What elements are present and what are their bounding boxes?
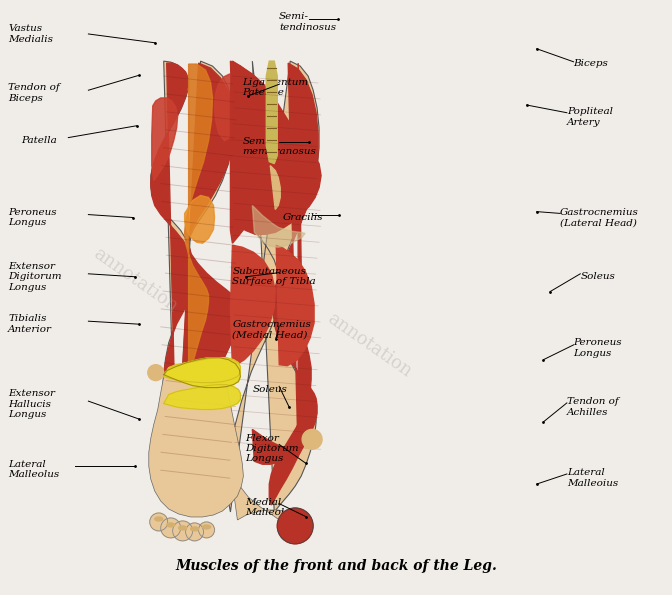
Text: Tendon of
Achilles: Tendon of Achilles: [567, 397, 619, 416]
Text: Semi-
membranosus: Semi- membranosus: [243, 137, 317, 156]
Text: Peroneus
Longus: Peroneus Longus: [574, 338, 622, 358]
Text: Patella: Patella: [22, 136, 57, 145]
Circle shape: [161, 518, 181, 538]
Circle shape: [173, 521, 193, 541]
Text: Gastrocnemius
(Medial Head): Gastrocnemius (Medial Head): [233, 320, 311, 340]
Polygon shape: [230, 61, 321, 234]
Polygon shape: [185, 64, 212, 390]
Polygon shape: [253, 430, 290, 464]
Circle shape: [148, 365, 164, 381]
Text: Biceps: Biceps: [574, 59, 608, 68]
Polygon shape: [269, 63, 318, 505]
Text: Gracilis: Gracilis: [282, 213, 323, 222]
Ellipse shape: [179, 526, 187, 530]
Text: Gastrocnemius
(Lateral Head): Gastrocnemius (Lateral Head): [560, 208, 639, 227]
Text: Tendon of
Biceps: Tendon of Biceps: [8, 83, 60, 103]
Text: Vastus
Medialis: Vastus Medialis: [8, 24, 53, 43]
Polygon shape: [276, 245, 314, 366]
Polygon shape: [214, 74, 239, 141]
Polygon shape: [151, 61, 241, 486]
Text: Ligamentum
Patellae: Ligamentum Patellae: [243, 77, 308, 97]
Text: Extensor
Digitorum
Longus: Extensor Digitorum Longus: [8, 262, 62, 292]
Circle shape: [278, 508, 313, 544]
Text: annotation: annotation: [89, 244, 181, 315]
Polygon shape: [164, 384, 241, 409]
Polygon shape: [164, 358, 241, 387]
Polygon shape: [230, 245, 276, 367]
Text: annotation: annotation: [324, 309, 415, 381]
Text: Flexor
Digitorum
Longus: Flexor Digitorum Longus: [246, 434, 299, 464]
Text: Lateral
Malleoius: Lateral Malleoius: [567, 468, 618, 488]
Text: Tibialis
Anterior: Tibialis Anterior: [8, 314, 52, 334]
Polygon shape: [227, 61, 319, 512]
Text: Extensor
Hallucis
Longus: Extensor Hallucis Longus: [8, 389, 55, 419]
Text: Muscles of the front and back of the Leg.: Muscles of the front and back of the Leg…: [175, 559, 497, 573]
Circle shape: [198, 522, 214, 538]
Text: Semi-
tendinosus: Semi- tendinosus: [279, 12, 336, 32]
Polygon shape: [185, 196, 214, 243]
Circle shape: [185, 523, 204, 541]
Text: Lateral
Malleolus: Lateral Malleolus: [8, 459, 59, 479]
Text: Medial
Malleolus: Medial Malleolus: [246, 498, 297, 518]
Ellipse shape: [155, 517, 163, 521]
Ellipse shape: [191, 527, 198, 531]
Polygon shape: [151, 63, 241, 482]
Text: Soleus: Soleus: [580, 273, 615, 281]
Text: Peroneus
Longus: Peroneus Longus: [8, 208, 56, 227]
Polygon shape: [270, 165, 280, 209]
Text: Popliteal
Artery: Popliteal Artery: [567, 107, 613, 127]
Ellipse shape: [202, 525, 210, 529]
Polygon shape: [152, 98, 177, 180]
Polygon shape: [230, 61, 276, 243]
Text: Subcutaneous
Surface of Tibla: Subcutaneous Surface of Tibla: [233, 267, 316, 286]
Text: Soleus: Soleus: [253, 385, 287, 394]
Circle shape: [302, 430, 322, 449]
Polygon shape: [149, 377, 243, 517]
Circle shape: [150, 513, 168, 531]
Ellipse shape: [167, 523, 175, 527]
Polygon shape: [253, 205, 305, 248]
Polygon shape: [266, 61, 278, 164]
Polygon shape: [164, 358, 241, 383]
Polygon shape: [230, 469, 308, 536]
